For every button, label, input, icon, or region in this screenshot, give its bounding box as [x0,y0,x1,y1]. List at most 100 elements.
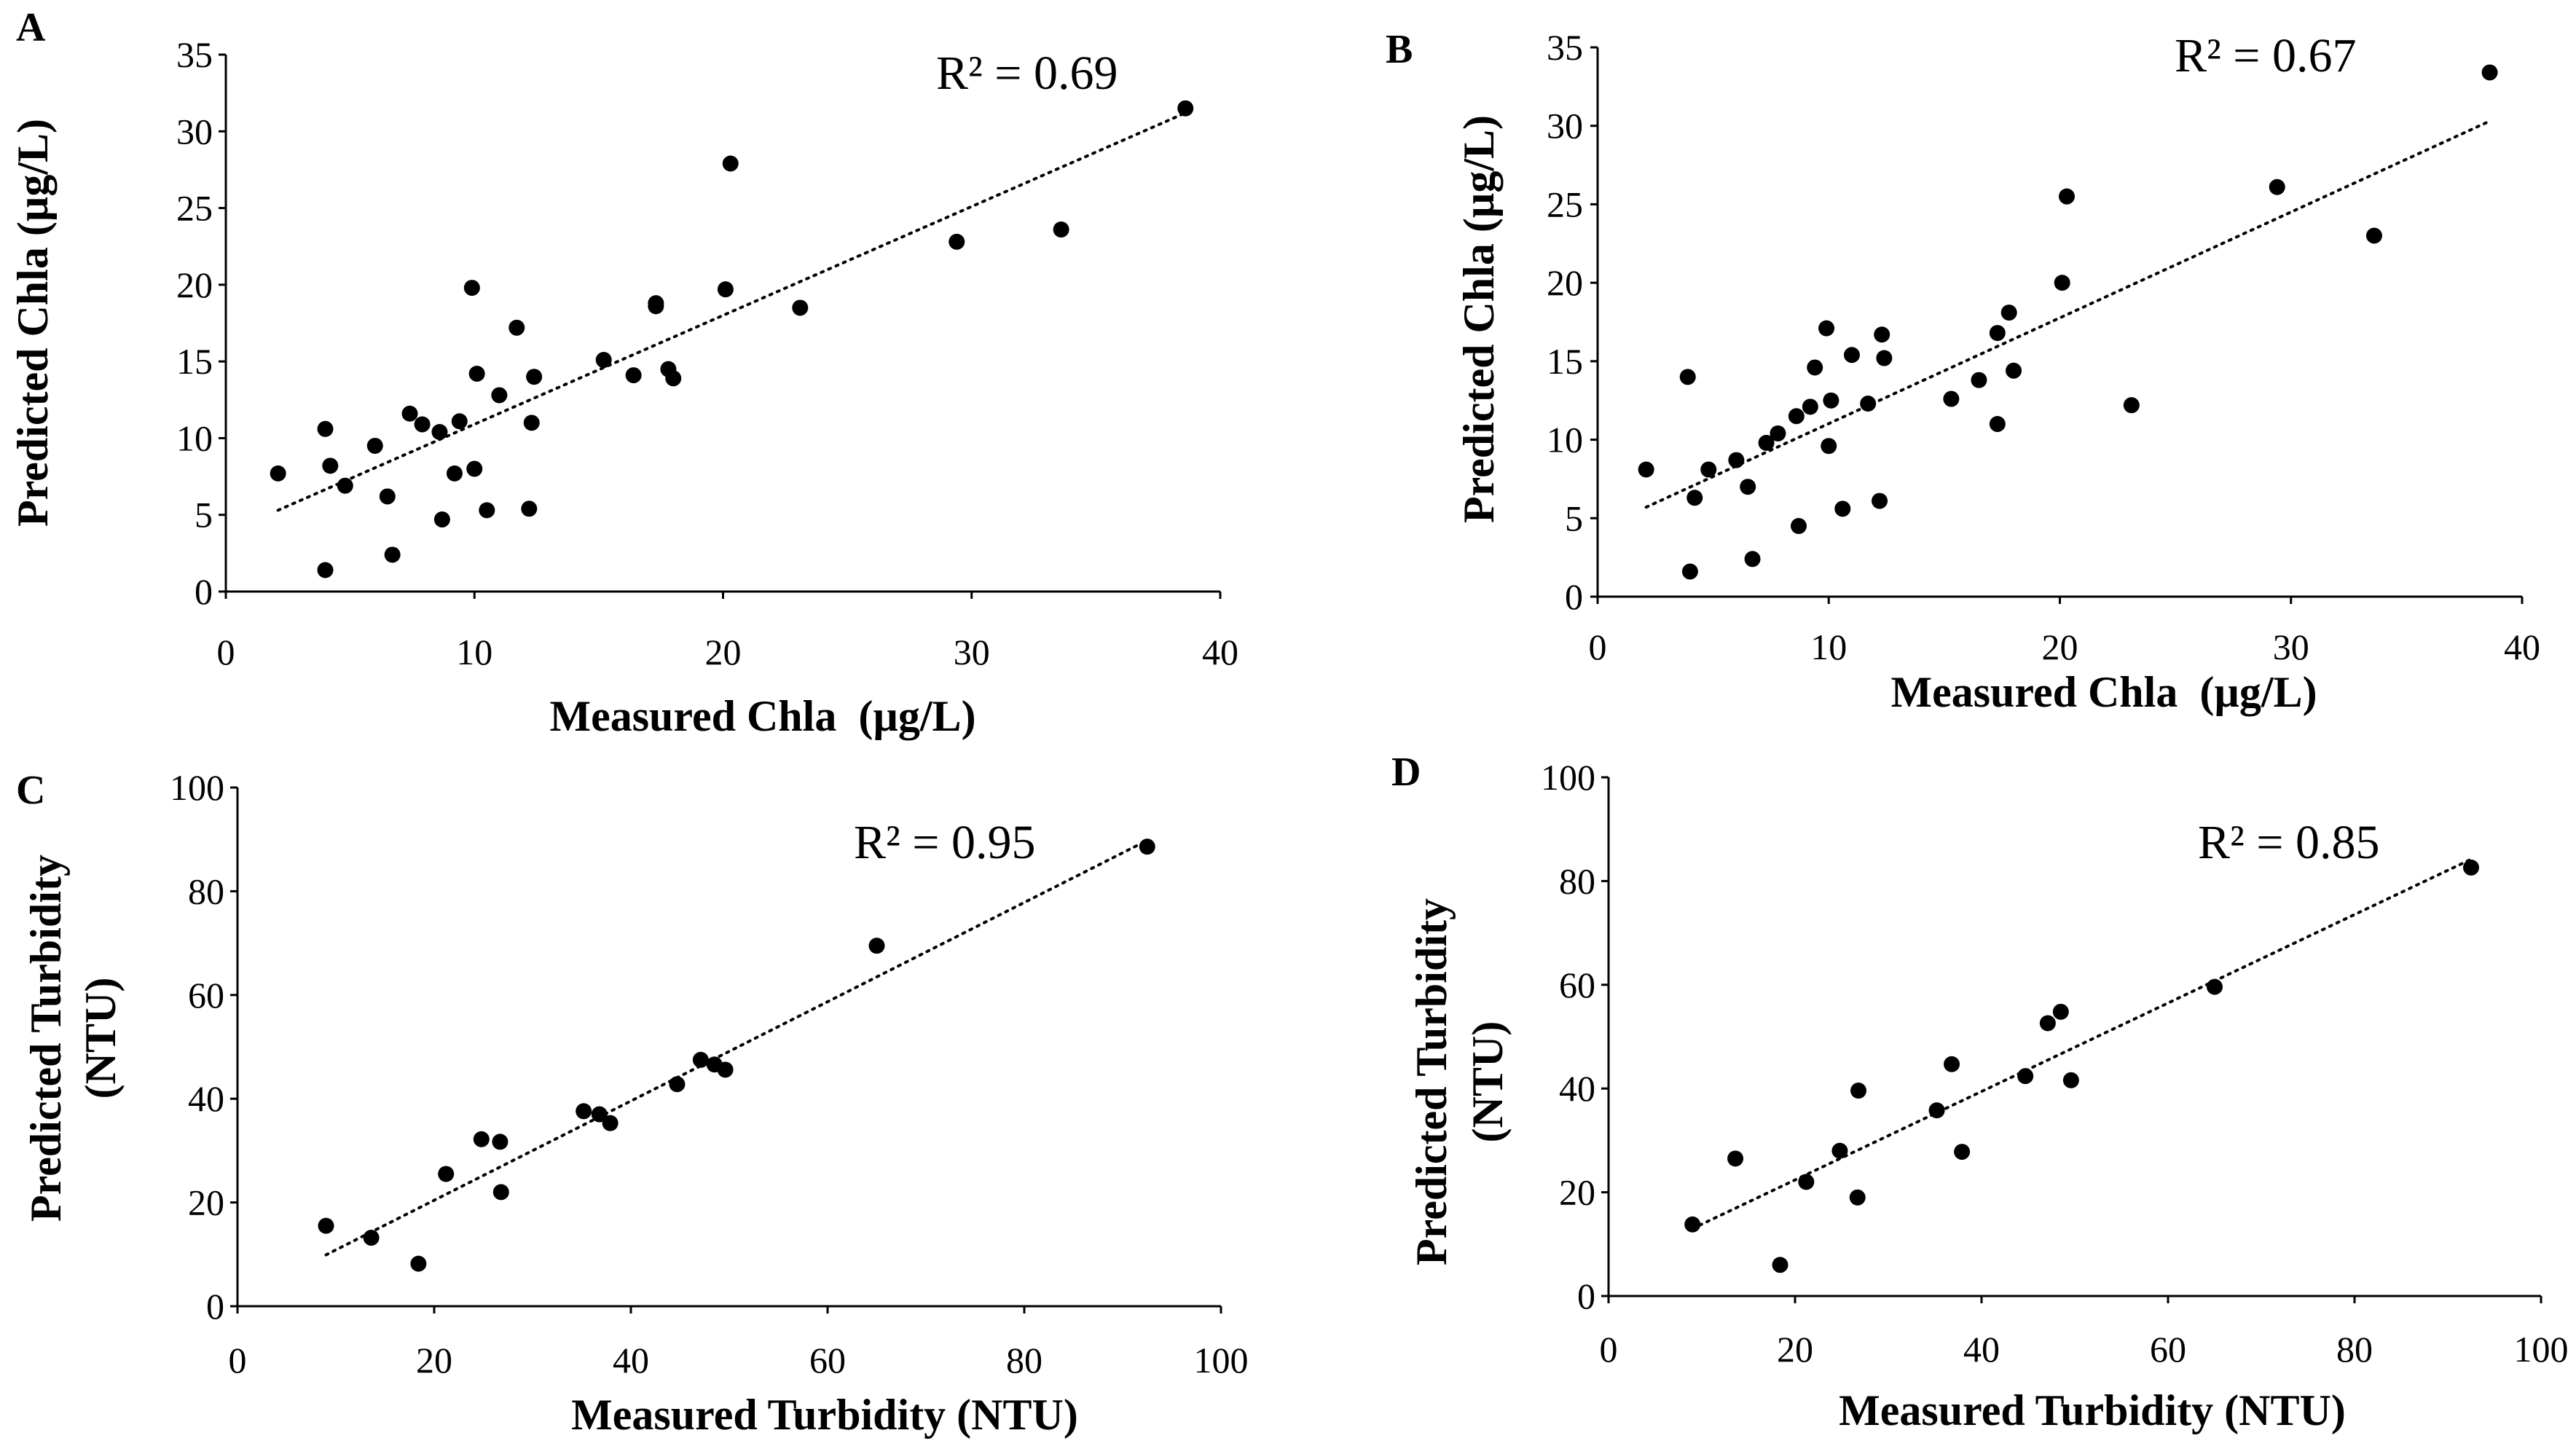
data-point [1944,1056,1960,1072]
x-tick-label: 30 [2273,627,2309,667]
data-point [591,1106,608,1123]
y-axis-title: Predicted Turbidity [1407,898,1456,1265]
data-point [363,1230,380,1246]
x-tick-label: 80 [2336,1329,2373,1370]
data-point [468,365,485,382]
data-point [1831,1142,1848,1159]
data-point [446,465,463,482]
data-point [270,465,286,482]
y-axis-title-unit: (NTU) [1464,1021,1512,1143]
plot-area: 0 10 20 30 40 0 5 10 15 20 25 30 35 [176,34,1238,672]
data-point [451,413,468,430]
panel-letter: D [1391,750,1421,795]
x-axis-title: Measured Chla (µg/L) [549,692,975,740]
y-tick-label: 0 [1577,1276,1595,1316]
data-point [717,1061,734,1078]
data-point [2000,305,2017,321]
data-point [1638,461,1654,478]
y-tick-label: 80 [1559,860,1595,901]
data-point [1139,839,1155,855]
data-point [2481,64,2498,81]
y-tick-label: 40 [1559,1068,1595,1109]
trendline [276,111,1187,512]
trendline [1691,857,2473,1230]
data-point [1770,425,1786,441]
data-point [665,370,682,387]
x-axis-title: Measured Chla (µg/L) [1890,668,2317,716]
data-point [1876,350,1893,366]
r2-label: R² = 0.67 [2175,29,2357,82]
y-tick-label: 40 [188,1078,224,1119]
x-tick-label: 40 [613,1340,649,1381]
data-point [595,352,612,369]
y-axis-title-unit: (NTU) [76,978,125,1099]
data-point [1823,392,1839,409]
data-point [602,1115,619,1131]
trendline [324,839,1149,1257]
y-tick-label: 30 [1547,106,1583,146]
y-tick-label: 5 [1565,498,1583,538]
data-point [1874,326,1890,343]
data-point [722,155,739,172]
data-point [949,233,965,250]
data-point [1700,461,1717,478]
y-tick-label: 5 [195,495,213,535]
y-tick-label: 35 [176,34,213,75]
data-point [625,367,642,384]
data-point [1872,492,1888,509]
data-point [492,1134,508,1150]
data-point [1053,221,1069,238]
x-axis-title: Measured Turbidity (NTU) [1839,1386,2346,1434]
data-point [1728,452,1745,468]
data-point [463,280,480,297]
data-point [648,298,664,315]
r2-label: R² = 0.85 [2198,816,2380,869]
x-axis-title: Measured Turbidity (NTU) [571,1391,1078,1439]
data-point [1954,1144,1971,1161]
y-tick-label: 20 [1559,1172,1595,1213]
data-point [1744,551,1761,568]
data-point [2062,1072,2079,1088]
x-tick-label: 40 [2504,627,2540,667]
y-tick-label: 0 [1565,576,1583,617]
data-point [2039,1015,2056,1032]
y-tick-label: 100 [170,767,224,808]
data-point [1758,434,1775,451]
data-point [337,477,353,494]
y-tick-label: 100 [1541,757,1595,798]
y-tick-label: 0 [195,571,213,612]
x-tick-label: 10 [456,632,492,672]
y-axis-title: Predicted Chla (µg/L) [9,119,57,527]
y-tick-label: 20 [188,1182,224,1223]
data-point [322,458,339,474]
data-point [433,511,450,528]
data-point [1679,369,1696,385]
data-point [401,405,418,422]
y-tick-label: 30 [176,111,213,152]
data-point [473,1131,490,1147]
y-axis-title: Predicted Turbidity [22,855,70,1222]
x-tick-label: 60 [2150,1329,2186,1370]
data-point [1989,325,2006,342]
data-point [1684,1216,1701,1233]
data-point [526,369,543,385]
x-tick-label: 100 [2514,1329,2569,1370]
data-point [1788,408,1805,425]
plot-area: 0 20 40 60 80 100 0 20 40 60 80 100 [1541,757,2569,1370]
data-point [669,1076,686,1093]
data-point [1686,490,1703,506]
y-tick-label: 20 [1547,262,1583,303]
data-point [576,1103,592,1120]
data-point [2054,275,2070,291]
y-tick-label: 10 [176,417,213,458]
panel-b: B R² = 0.67 Predicted Chla (µg/L) Measur… [1386,27,2540,716]
x-tick-label: 100 [1194,1340,1249,1381]
y-tick-label: 15 [1547,341,1583,382]
data-point [1849,1189,1866,1206]
y-tick-label: 25 [1547,184,1583,224]
data-point [317,562,334,578]
data-point [2059,188,2076,205]
x-tick-label: 30 [954,632,990,672]
data-point [479,502,495,519]
data-point [1791,518,1807,535]
